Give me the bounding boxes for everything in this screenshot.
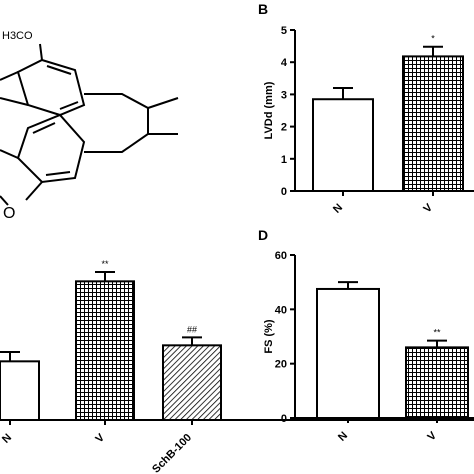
panel-d-y-tick-label: 60 [275,250,287,262]
panel-d-letter: D [258,227,268,243]
panel-b-y-tick-label: 3 [281,89,287,101]
chart-panel-d: 0 20 40 60 FS (%) N ** V [263,250,474,444]
panel-d-y-axis-label: FS (%) [263,319,275,354]
panel-b-significance-1: * [431,34,435,44]
panel-d-category-label-1: V [425,429,439,443]
panel-b-bar-0 [312,98,374,192]
panel-c-significance-1: ** [101,259,109,269]
panel-c-bar-0 [0,360,40,422]
panel-d-bar-0 [316,287,380,420]
panel-b-y-tick-label: 5 [281,25,287,37]
panel-b-y-axis-label: LVDd (mm) [263,81,275,139]
panel-b-category-label-0: N [331,202,345,216]
panel-d-y-tick-label: 20 [275,359,287,371]
panel-c-category-label-1: V [93,431,107,445]
panel-b-y-tick-label: 2 [281,122,287,134]
oxygen-label: O [3,205,15,222]
panel-c-significance-2: ## [187,324,197,334]
panel-b-letter: B [258,1,268,17]
panel-b-y-tick-label: 0 [281,186,287,198]
panel-d-significance-1: ** [433,328,441,338]
panel-b-y-tick-label: 1 [281,154,287,166]
chart-panel-b: 0 1 2 3 4 5 LVDd (mm) N * V [263,25,474,216]
panel-d-category-label-0: N [336,430,350,444]
panel-c-bar-1 [75,280,135,422]
panel-c-category-label-2: SchB-100 [150,432,194,474]
chart-panel-c: N ** V ## SchB-100 [0,259,474,474]
panel-d-y-tick-label: 40 [275,304,287,316]
methoxy-label: H3CO [2,30,33,42]
panel-b-y-tick-label: 4 [281,57,288,69]
panel-b-category-label-1: V [421,201,435,215]
panel-b-bar-1 [402,55,464,192]
panel-c-category-label-0: N [0,432,14,446]
schisandrin-b-structure [0,43,179,206]
panel-c-bar-2 [162,344,222,422]
panel-d-y-tick-label: 0 [281,413,287,425]
panel-d-bar-1 [405,346,469,419]
